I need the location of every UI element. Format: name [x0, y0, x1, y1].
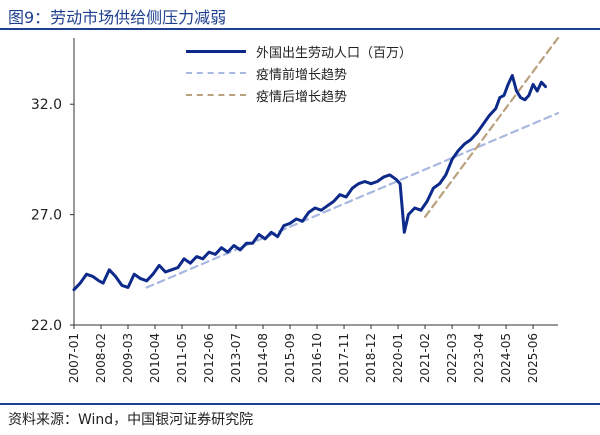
x-tick-label: 2008-02	[94, 333, 108, 383]
line-chart: 22.0 27.0 32.0 2007-01 2008-02 2009-03 2010-04…	[31, 36, 560, 383]
legend-swatch-actual	[186, 49, 246, 53]
x-tick-label: 2010-04	[148, 333, 162, 383]
legend-item-post: 疫情后增长趋势	[186, 84, 412, 106]
source-note: 资料来源：Wind，中国银河证券研究院	[8, 412, 254, 428]
x-tick-label: 2012-06	[202, 333, 216, 383]
x-tick-label: 2015-09	[283, 333, 297, 383]
series-line-post-pandemic-trend	[424, 36, 560, 218]
series-line-pre-pandemic-trend	[145, 112, 560, 289]
x-tick-label: 2021-02	[418, 333, 432, 383]
legend-item-actual: 外国出生劳动人口（百万）	[186, 40, 412, 62]
x-tick-label: 2020-01	[391, 333, 405, 383]
x-tick-label: 2007-01	[67, 333, 81, 383]
legend-label-pre: 疫情前增长趋势	[256, 67, 348, 83]
chart-title: 图9：劳动市场供给侧压力减弱	[8, 8, 227, 27]
top-rule	[0, 28, 600, 30]
x-tick-label: 2014-08	[256, 333, 270, 383]
series-group	[72, 36, 560, 292]
y-tick-label: 27.0	[31, 208, 62, 224]
series-line-foreign-born-labor	[72, 74, 547, 292]
x-tick-label: 2018-12	[364, 333, 378, 383]
x-tick-label: 2009-03	[121, 333, 135, 383]
x-tick-label: 2016-10	[310, 333, 324, 383]
y-tick-label: 22.0	[31, 318, 62, 334]
x-tick-label: 2023-04	[472, 333, 486, 383]
axes: 22.0 27.0 32.0 2007-01 2008-02 2009-03 2010-04…	[31, 38, 558, 383]
legend-swatch-pre	[186, 72, 246, 74]
x-tick-label: 2013-07	[229, 333, 243, 383]
legend: 外国出生劳动人口（百万） 疫情前增长趋势 疫情后增长趋势	[186, 40, 412, 106]
x-tick-label: 2025-06	[526, 333, 540, 383]
legend-label-actual: 外国出生劳动人口（百万）	[256, 45, 413, 61]
x-tick-label: 2011-05	[175, 333, 189, 383]
x-tick-label: 2017-11	[337, 333, 351, 383]
bottom-rule	[0, 403, 600, 405]
legend-item-pre: 疫情前增长趋势	[186, 62, 412, 84]
legend-swatch-post	[186, 94, 246, 96]
x-tick-label: 2024-05	[499, 333, 513, 383]
x-tick-label: 2022-03	[445, 333, 459, 383]
y-tick-label: 32.0	[31, 97, 62, 113]
legend-label-post: 疫情后增长趋势	[256, 89, 348, 105]
